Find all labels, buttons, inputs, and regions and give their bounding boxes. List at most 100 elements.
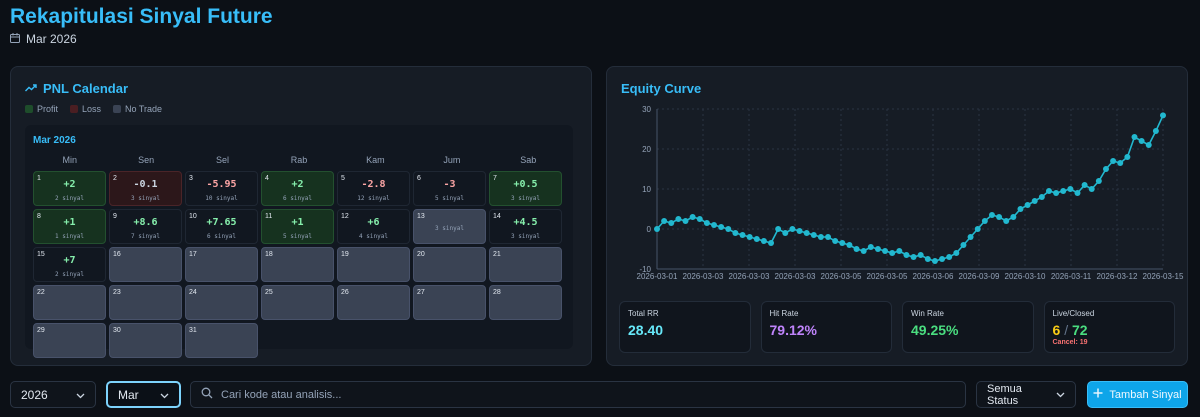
day-signal-count: 12 sinyal [357, 195, 390, 202]
equity-point [931, 258, 938, 264]
calendar-day-10[interactable]: 10 +7.65 6 sinyal [185, 209, 258, 244]
equity-point [917, 252, 924, 258]
day-number: 21 [493, 251, 501, 258]
x-tick-label: 2026-03-03 [775, 272, 816, 281]
day-pnl-value: +2 [63, 179, 76, 190]
x-tick-label: 2026-03-05 [821, 272, 862, 281]
equity-point [860, 248, 867, 254]
calendar-day-4[interactable]: 4 +2 6 sinyal [261, 171, 334, 206]
calendar-day-9[interactable]: 9 +8.6 7 sinyal [109, 209, 182, 244]
calendar-day-17[interactable]: 17 [185, 247, 258, 282]
calendar-day-14[interactable]: 14 +4.5 3 sinyal [489, 209, 562, 244]
weekday-label: Jum [443, 155, 461, 165]
calendar-day-29[interactable]: 29 [33, 323, 106, 358]
equity-point [768, 240, 775, 246]
calendar: Mar 2026 Min Sen Sel Rab Kam Jum Sab 1 +2… [25, 125, 573, 358]
equity-point [839, 240, 846, 246]
equity-point [696, 216, 703, 222]
day-number: 8 [37, 213, 41, 220]
calendar-day-21[interactable]: 21 [489, 247, 562, 282]
calendar-day-24[interactable]: 24 [185, 285, 258, 320]
day-number: 3 [189, 175, 193, 182]
equity-point [682, 218, 689, 224]
day-signal-count: 6 sinyal [207, 233, 236, 240]
legend-loss-label: Loss [82, 104, 102, 114]
calendar-day-5[interactable]: 5 -2.8 12 sinyal [337, 171, 410, 206]
calendar-day-13[interactable]: 13 3 sinyal [413, 209, 486, 244]
equity-point [1017, 206, 1024, 212]
stat-label: Win Rate [911, 309, 944, 318]
calendar-day-2[interactable]: 2 -0.1 3 sinyal [109, 171, 182, 206]
calendar-day-6[interactable]: 6 -3 5 sinyal [413, 171, 486, 206]
y-tick-label: 30 [642, 105, 651, 114]
day-number: 12 [341, 213, 349, 220]
equity-point [803, 230, 810, 236]
weekday-label: Rab [290, 155, 308, 165]
day-number: 1 [37, 175, 41, 182]
day-number: 29 [37, 327, 45, 334]
calendar-day-30[interactable]: 30 [109, 323, 182, 358]
equity-point [1074, 190, 1081, 196]
calendar-day-31[interactable]: 31 [185, 323, 258, 358]
equity-point [867, 244, 874, 250]
year-select[interactable]: 2026 [10, 381, 96, 408]
live-closed-separator: / [1064, 322, 1069, 338]
live-count: 6 [1052, 322, 1061, 338]
equity-point [924, 256, 931, 262]
day-signal-count: 1 sinyal [55, 233, 84, 240]
legend-profit-swatch [25, 105, 33, 113]
equity-point [1067, 186, 1074, 192]
day-pnl-value: +4.5 [513, 217, 538, 228]
weekday-row: Min Sen Sel Rab Kam Jum Sab [33, 155, 565, 165]
y-tick-label: 10 [642, 185, 651, 194]
calendar-day-27[interactable]: 27 [413, 285, 486, 320]
calendar-day-11[interactable]: 11 +1 5 sinyal [261, 209, 334, 244]
weekday-label: Kam [366, 155, 385, 165]
equity-point [960, 242, 967, 248]
day-number: 16 [113, 251, 121, 258]
search-input[interactable] [221, 388, 921, 401]
y-tick-label: 0 [647, 225, 652, 234]
calendar-day-25[interactable]: 25 [261, 285, 334, 320]
calendar-day-22[interactable]: 22 [33, 285, 106, 320]
equity-point [939, 256, 946, 262]
calendar-day-1[interactable]: 1 +2 2 sinyal [33, 171, 106, 206]
calendar-day-3[interactable]: 3 -5.95 10 sinyal [185, 171, 258, 206]
equity-point [1138, 138, 1145, 144]
year-select-value: 2026 [21, 387, 48, 402]
day-number: 2 [113, 175, 117, 182]
calendar-day-18[interactable]: 18 [261, 247, 334, 282]
legend-no-trade-label: No Trade [125, 104, 163, 114]
calendar-icon [10, 32, 20, 46]
equity-point [1117, 160, 1124, 166]
status-select[interactable]: Semua Status [976, 381, 1076, 408]
calendar-day-23[interactable]: 23 [109, 285, 182, 320]
equity-point [1152, 128, 1159, 134]
calendar-day-20[interactable]: 20 [413, 247, 486, 282]
equity-point [810, 232, 817, 238]
stat-hit-rate: Hit Rate 79.12% [760, 301, 892, 353]
stat-value: 28.40 [628, 322, 664, 338]
weekday-label: Sel [216, 155, 230, 165]
day-signal-count: 3 sinyal [435, 225, 464, 232]
day-number: 4 [265, 175, 269, 182]
calendar-day-12[interactable]: 12 +6 4 sinyal [337, 209, 410, 244]
page-title: Rekapitulasi Sinyal Future [10, 5, 273, 28]
calendar-day-8[interactable]: 8 +1 1 sinyal [33, 209, 106, 244]
calendar-day-7[interactable]: 7 +0.5 3 sinyal [489, 171, 562, 206]
cancel-count: Cancel: 19 [1052, 339, 1088, 346]
calendar-day-19[interactable]: 19 [337, 247, 410, 282]
calendar-day-28[interactable]: 28 [489, 285, 562, 320]
add-signal-button[interactable]: Tambah Sinyal [1087, 381, 1188, 408]
search-box[interactable] [190, 381, 966, 408]
calendar-day-26[interactable]: 26 [337, 285, 410, 320]
calendar-day-15[interactable]: 15 +7 2 sinyal [33, 247, 106, 282]
day-signal-count: 5 sinyal [435, 195, 464, 202]
equity-point [689, 214, 696, 220]
closed-count: 72 [1071, 322, 1088, 338]
equity-point [817, 234, 824, 240]
calendar-day-16[interactable]: 16 [109, 247, 182, 282]
month-select[interactable]: Mar [106, 381, 181, 408]
equity-point [874, 246, 881, 252]
x-tick-label: 2026-03-09 [959, 272, 1000, 281]
